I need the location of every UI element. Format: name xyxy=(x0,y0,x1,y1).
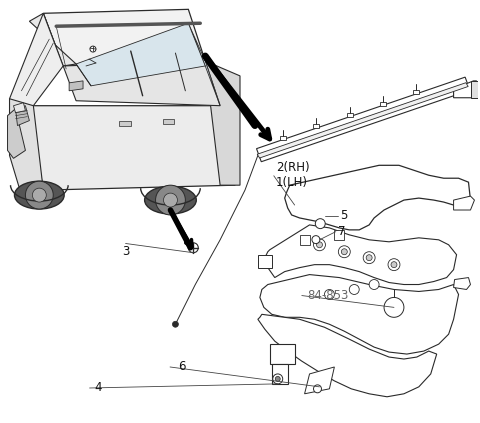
Circle shape xyxy=(312,236,320,244)
Polygon shape xyxy=(270,344,295,364)
Circle shape xyxy=(275,376,280,382)
Circle shape xyxy=(324,289,335,299)
Circle shape xyxy=(391,262,397,268)
Polygon shape xyxy=(15,106,29,126)
Polygon shape xyxy=(205,61,240,185)
Polygon shape xyxy=(380,102,386,105)
Polygon shape xyxy=(471,81,479,98)
Circle shape xyxy=(366,255,372,261)
Polygon shape xyxy=(10,99,43,195)
Circle shape xyxy=(273,374,283,384)
Polygon shape xyxy=(272,364,288,384)
Circle shape xyxy=(369,280,379,289)
Circle shape xyxy=(341,249,348,255)
Polygon shape xyxy=(258,314,437,397)
Ellipse shape xyxy=(144,186,196,214)
Polygon shape xyxy=(119,121,131,126)
Polygon shape xyxy=(258,255,272,268)
Text: 5: 5 xyxy=(340,209,348,222)
Polygon shape xyxy=(413,90,420,94)
Circle shape xyxy=(313,239,325,251)
Text: 3: 3 xyxy=(122,245,129,258)
Polygon shape xyxy=(188,23,220,106)
Polygon shape xyxy=(454,81,477,98)
Polygon shape xyxy=(285,165,470,230)
Text: 2(RH): 2(RH) xyxy=(276,161,310,174)
Circle shape xyxy=(363,252,375,264)
Polygon shape xyxy=(10,13,63,109)
Polygon shape xyxy=(63,61,220,106)
Circle shape xyxy=(164,193,178,207)
Text: 7: 7 xyxy=(338,225,345,238)
Circle shape xyxy=(388,259,400,271)
Polygon shape xyxy=(265,225,456,285)
Polygon shape xyxy=(76,23,205,86)
Polygon shape xyxy=(335,230,344,240)
Circle shape xyxy=(338,246,350,258)
Polygon shape xyxy=(29,13,76,66)
Text: 84-853: 84-853 xyxy=(307,289,348,302)
Polygon shape xyxy=(13,103,25,113)
Circle shape xyxy=(349,285,359,294)
Polygon shape xyxy=(43,9,205,66)
Polygon shape xyxy=(454,277,470,289)
Circle shape xyxy=(384,297,404,317)
Polygon shape xyxy=(305,367,335,394)
Polygon shape xyxy=(163,118,174,124)
Polygon shape xyxy=(300,235,310,245)
Text: 6: 6 xyxy=(178,360,185,374)
Circle shape xyxy=(172,321,179,327)
Polygon shape xyxy=(313,124,319,129)
Circle shape xyxy=(32,188,46,202)
Polygon shape xyxy=(347,113,353,117)
Polygon shape xyxy=(29,106,235,190)
Circle shape xyxy=(25,181,53,209)
Polygon shape xyxy=(260,275,458,354)
Polygon shape xyxy=(280,136,286,140)
Circle shape xyxy=(315,219,325,228)
Ellipse shape xyxy=(14,181,64,209)
Circle shape xyxy=(90,46,96,52)
Circle shape xyxy=(316,242,323,248)
Text: 1(LH): 1(LH) xyxy=(276,176,308,189)
Polygon shape xyxy=(257,83,468,158)
Polygon shape xyxy=(256,77,470,162)
Polygon shape xyxy=(8,109,25,158)
Polygon shape xyxy=(69,81,83,91)
Circle shape xyxy=(156,185,185,215)
Circle shape xyxy=(188,243,198,253)
Polygon shape xyxy=(454,196,474,210)
Text: 4: 4 xyxy=(95,382,102,395)
Circle shape xyxy=(313,385,322,393)
